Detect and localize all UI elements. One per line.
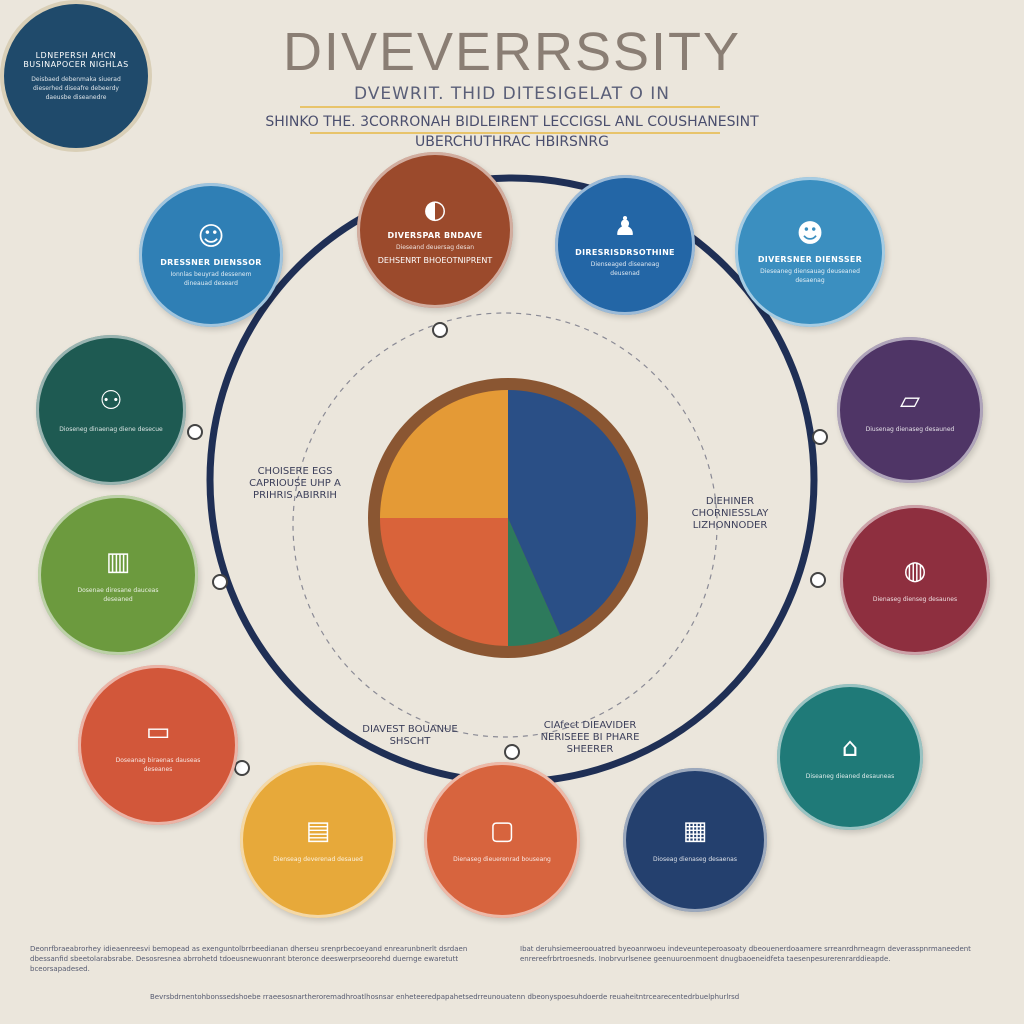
node-text: Ionnlas beuyrad dessenem dineauad desear…	[170, 271, 252, 287]
people-icon: ⚇	[99, 386, 123, 416]
footer-bottom: Bevrsbdrnentohbonssedshoebe rraeesosnart…	[150, 993, 740, 1001]
node-text: Dienseag deverenad desaued	[273, 856, 363, 863]
node-circle: ▤ Dienseag deverenad desaued	[240, 762, 396, 918]
library-icon: ▦	[682, 816, 708, 846]
label-bottom-left: DIAVEST BOUANUE SHSCHT	[362, 724, 458, 747]
node-heading: DIVERSPAR BNDAVE	[387, 230, 483, 240]
node-circle: ▭ Doseanag biraenas dauseas deseanes	[78, 665, 238, 825]
mirror-icon: ◐	[423, 194, 447, 225]
footer-left: Deonrfbraeabrorhey idieaenreesvi bemopea…	[30, 945, 468, 973]
center-circle: LDNEPERSH AHCN BUSINAPOCER NIGHLAS Deisb…	[0, 0, 152, 152]
node-circle: ▢ Dienaseg dieuerenrad bouseang	[424, 762, 580, 918]
node-text: Dienaseg dieuerenrad bouseang	[453, 856, 551, 863]
monitor-icon: ▭	[145, 716, 171, 747]
label-left: CHOISERE EGS CAPRIOUSE UHP A PRIHRIS ABI…	[249, 466, 341, 501]
book-icon: ▤	[305, 816, 331, 846]
node-text: Diusenag dienaseg desauned	[865, 426, 955, 433]
desk-icon: ⌂	[841, 733, 859, 763]
node-text: Diseaneg dieaned desauneas	[805, 773, 895, 780]
divider	[300, 106, 720, 108]
footer-right: Ibat deruhsiemeeroouatred byeoanrwoeu in…	[520, 945, 971, 963]
globe-icon: ◍	[903, 556, 927, 586]
node-heading: DRESSNER DIENSSOR	[160, 258, 262, 267]
connector-dots	[187, 322, 828, 776]
person-icon: ☺	[197, 222, 225, 252]
node-circle: ☺ DRESSNER DIENSSOR Ionnlas beuyrad dess…	[139, 183, 283, 327]
node-circle: ▱ Diusenag dienaseg desauned	[837, 337, 983, 483]
divider	[310, 132, 720, 134]
donut-segment-blue	[508, 390, 636, 635]
node-circle: ▥ Dosenae diresane dauceas deseaned	[38, 495, 198, 655]
donut-segment-green	[508, 518, 560, 647]
node-heading: DIVERSNER DIENSSER	[757, 255, 863, 264]
group-icon: ☻	[796, 219, 824, 249]
node-circle: ♟ DIRESRISDRSOTHINE Dienseaged diseaneag…	[555, 175, 695, 315]
node-text: Dieseaneg diensauag deuseaned desaenag	[760, 268, 860, 284]
node-text: Dioseneg dinaenag diene desecue	[59, 426, 163, 433]
node-circle: ⚇ Dioseneg dinaenag diene desecue	[36, 335, 186, 485]
label-right: DIEHINER CHORNIESSLAY LIZHONNODER	[691, 496, 769, 531]
node-text: Doseanag biraenas dauseas deseanes	[115, 756, 201, 773]
node-circle: ◍ Dienaseg dienseg desaunes	[840, 505, 990, 655]
center-heading: LDNEPERSH AHCN BUSINAPOCER NIGHLAS	[23, 50, 129, 69]
donut-segment-orange	[380, 390, 508, 518]
center-text: Deisbaed debenmaka siuerad dieserhed dis…	[31, 75, 121, 101]
label-top: DEHSENRT BHOEOTNIPRENT	[377, 255, 493, 265]
node-text: Dieseand deuersag desan	[395, 243, 475, 251]
center-donut	[368, 378, 648, 658]
tagline: SHINKO THE. 3CORRONAH BIDLEIRENT LECCIGS…	[0, 112, 1024, 152]
node-circle: ☻ DIVERSNER DIENSSER Dieseaneg diensauag…	[735, 177, 885, 327]
tagline-line-2: UBERCHUTHRAC HBIRSNRG	[415, 134, 609, 150]
node-circle: ▦ Dioseag dienaseg desaenas	[623, 768, 767, 912]
node-text: Dioseag dienaseg desaenas	[653, 856, 737, 863]
label-bottom-right: CIAfect DIEAVIDER NERISEEE BI PHARE SHEE…	[540, 720, 640, 755]
page-title: DIVEVERRSSITY	[282, 22, 742, 82]
node-circle: ◐ DIVERSPAR BNDAVE Dieseand deuersag des…	[357, 152, 513, 308]
node-text: Dienseaged diseaneag deusenad	[590, 261, 660, 277]
node-circle: ⌂ Diseaneg dieaned desauneas	[777, 684, 923, 830]
page-subtitle: DVEWRIT. THID DITESIGELAT O IN	[353, 84, 671, 104]
node-text: Dienaseg dienseg desaunes	[872, 596, 958, 603]
teacher-icon: ♟	[613, 212, 637, 242]
node-text: Dosenae diresane dauceas deseaned	[77, 586, 159, 603]
tagline-line-1: SHINKO THE. 3CORRONAH BIDLEIRENT LECCIGS…	[265, 114, 759, 130]
building-icon: ▥	[105, 546, 131, 577]
inner-dashed-ring	[292, 312, 718, 738]
screen-icon: ▢	[489, 816, 515, 846]
node-heading: DIRESRISDRSOTHINE	[575, 248, 675, 257]
donut-segment-red	[380, 518, 508, 646]
laptop-icon: ▱	[900, 386, 920, 416]
